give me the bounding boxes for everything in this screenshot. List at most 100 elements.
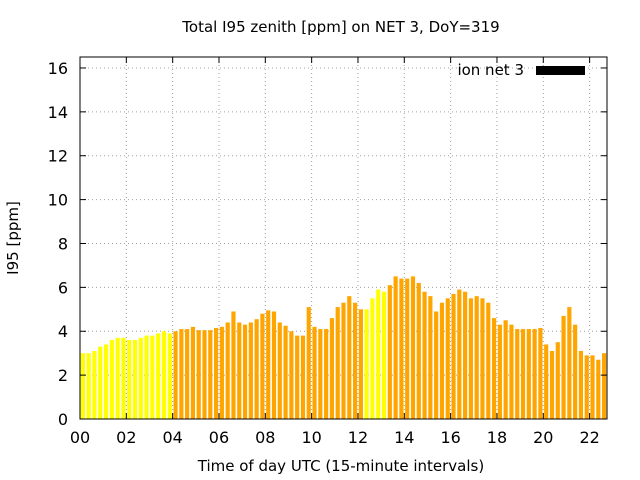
legend: ion net 3: [457, 61, 585, 79]
bar: [167, 333, 172, 419]
bar: [80, 353, 85, 419]
x-tick-label: 20: [533, 428, 553, 447]
bar: [567, 307, 572, 419]
bar: [190, 326, 196, 419]
bar: [173, 331, 178, 419]
bar: [463, 291, 468, 419]
bar: [121, 337, 126, 419]
y-axis-label: I95 [ppm]: [4, 201, 22, 275]
bar: [277, 322, 282, 419]
bar: [497, 324, 502, 419]
x-axis-label: Time of day UTC (15-minute intervals): [197, 457, 484, 475]
chart-title: Total I95 zenith [ppm] on NET 3, DoY=319: [181, 18, 499, 36]
bar: [376, 289, 381, 419]
x-tick-label: 00: [70, 428, 90, 447]
bar: [526, 329, 531, 419]
bar: [474, 296, 479, 419]
bar: [260, 313, 265, 419]
bar: [457, 289, 462, 419]
y-tick-label: 8: [58, 234, 68, 253]
bar: [312, 326, 317, 419]
bar: [237, 322, 242, 419]
bar: [509, 324, 514, 419]
bar: [532, 329, 537, 419]
bar: [602, 353, 607, 419]
bar: [329, 318, 334, 419]
x-tick-label: 08: [255, 428, 275, 447]
bar: [520, 329, 526, 419]
bar: [318, 329, 323, 419]
bar: [295, 335, 300, 419]
bar: [109, 340, 114, 419]
bar: [254, 319, 259, 419]
x-tick-label: 16: [440, 428, 460, 447]
bar: [422, 291, 427, 419]
x-tick-label: 10: [301, 428, 321, 447]
bar: [538, 327, 543, 419]
bar: [428, 296, 433, 419]
bar: [549, 350, 555, 419]
bar: [266, 310, 271, 419]
bar: [491, 318, 497, 419]
bars: [80, 276, 607, 419]
bar: [405, 278, 410, 419]
bar: [86, 353, 91, 419]
bar: [92, 350, 97, 419]
bar: [202, 330, 207, 419]
bar: [596, 359, 601, 419]
bar: [544, 344, 549, 419]
x-tick-label: 12: [348, 428, 368, 447]
y-tick-label: 4: [58, 322, 68, 341]
bar: [364, 309, 369, 419]
bar: [179, 329, 184, 419]
y-tick-label: 6: [58, 278, 68, 297]
x-tick-label: 14: [394, 428, 414, 447]
bar: [468, 298, 473, 419]
bar: [283, 325, 288, 419]
x-tick-label: 18: [487, 428, 507, 447]
bar: [150, 335, 155, 419]
bar: [561, 315, 566, 419]
ticks: [79, 57, 607, 420]
bar: [393, 276, 398, 419]
bar: [416, 282, 421, 419]
x-tick-label: 04: [162, 428, 182, 447]
y-tick-label: 0: [58, 410, 68, 429]
bar: [573, 324, 578, 419]
bar: [445, 298, 450, 419]
bar: [353, 302, 358, 419]
bar: [138, 337, 143, 419]
bar: [434, 311, 439, 419]
bar: [132, 340, 138, 419]
plot-frame: [79, 56, 608, 420]
bar: [347, 296, 352, 419]
y-tick-label: 10: [48, 191, 68, 210]
y-tick-label: 14: [48, 103, 68, 122]
x-tick-label: 02: [116, 428, 136, 447]
bar: [358, 309, 363, 419]
bar: [399, 278, 404, 419]
legend-label: ion net 3: [457, 61, 524, 79]
y-tick-label: 2: [58, 366, 68, 385]
bar: [144, 335, 149, 419]
bar: [103, 344, 109, 419]
bar: [225, 322, 230, 419]
bar: [387, 285, 392, 419]
bar: [231, 311, 236, 419]
bar: [98, 346, 103, 419]
bar: [335, 307, 340, 419]
bar: [324, 329, 329, 419]
bar: [208, 330, 213, 419]
bar: [439, 302, 445, 419]
bar: [480, 298, 485, 419]
bar: [341, 302, 346, 419]
y-tick-label: 16: [48, 59, 68, 78]
bar: [515, 329, 520, 419]
bar: [115, 337, 120, 419]
bar: [370, 298, 375, 419]
bar: [381, 291, 387, 419]
bar: [300, 335, 306, 419]
bar: [306, 307, 311, 419]
